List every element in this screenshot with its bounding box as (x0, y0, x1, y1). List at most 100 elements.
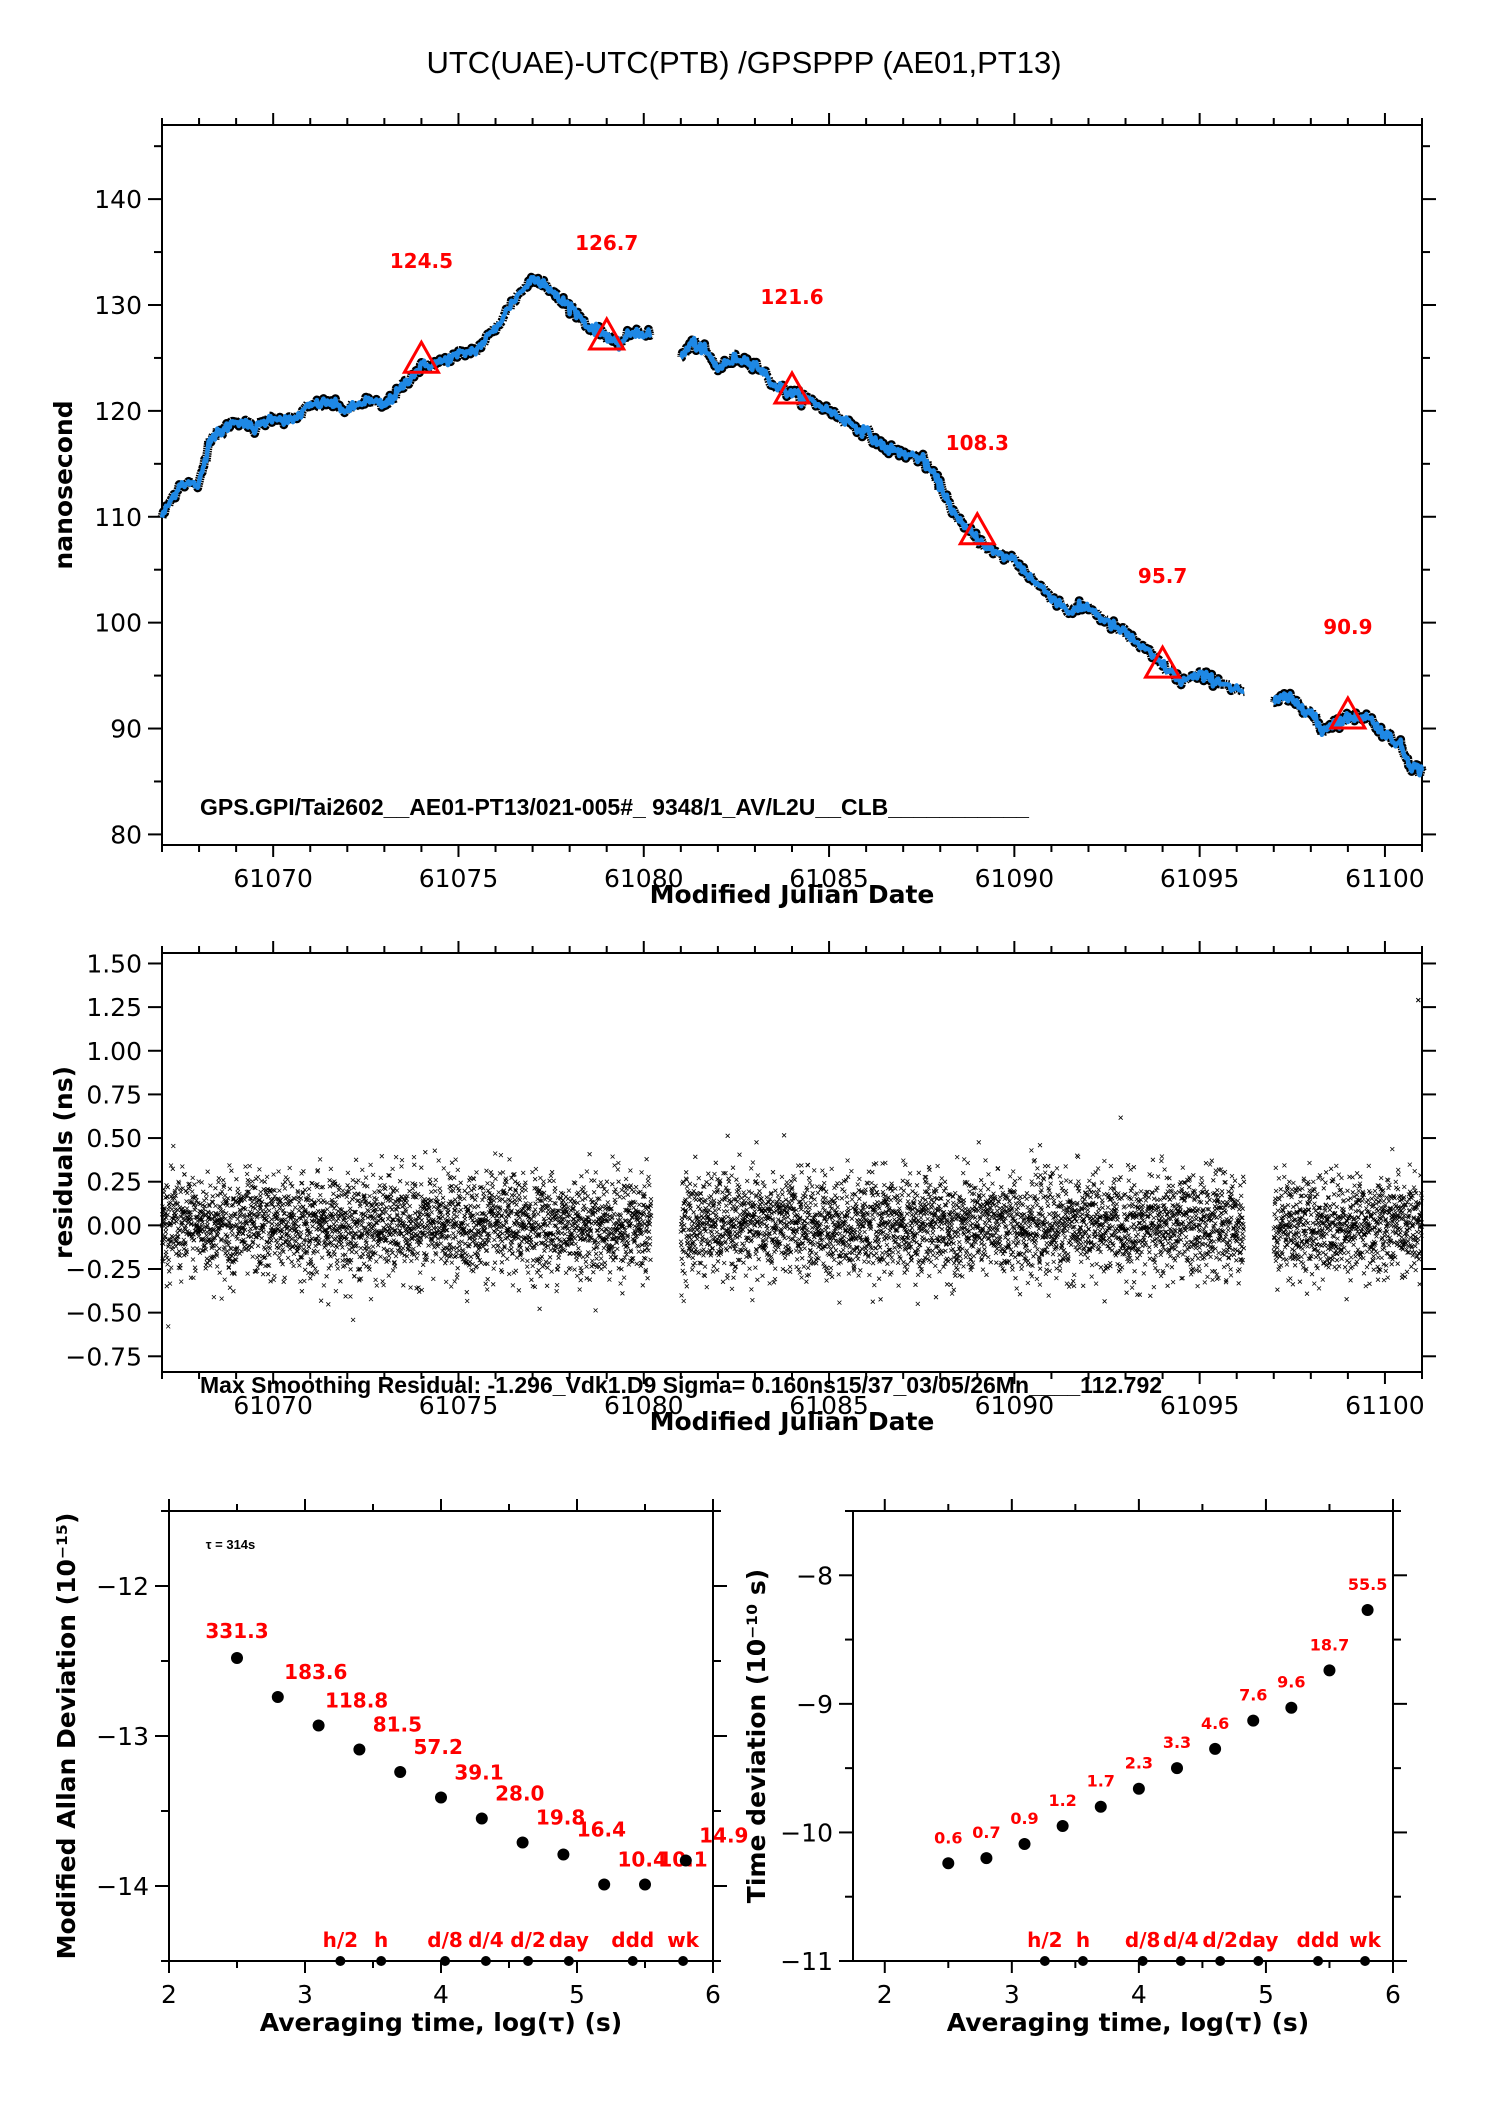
residual-point (333, 1288, 339, 1294)
residual-point (791, 1173, 796, 1179)
residual-point (765, 1226, 770, 1232)
residual-point (607, 1277, 612, 1282)
residual-point (468, 1254, 474, 1260)
residual-point (506, 1271, 512, 1277)
residual-point (882, 1233, 888, 1239)
residual-point (202, 1203, 208, 1209)
residual-point (596, 1183, 601, 1189)
residual-point (598, 1251, 604, 1256)
residual-point (209, 1244, 215, 1249)
residual-point (280, 1261, 285, 1267)
residual-point (741, 1190, 746, 1195)
residual-point (253, 1185, 258, 1191)
residual-point (339, 1192, 344, 1198)
residual-point (327, 1184, 333, 1189)
residual-point (244, 1171, 250, 1177)
residual-point (799, 1163, 804, 1168)
residual-point (443, 1279, 449, 1285)
residual-point (166, 1242, 171, 1247)
residual-point (300, 1191, 305, 1196)
residual-point (163, 1211, 168, 1216)
triangle-marker (772, 369, 812, 405)
residual-point (315, 1182, 320, 1187)
residual-point (296, 1208, 302, 1213)
residual-point (220, 1217, 225, 1222)
y-tick-label: 0.25 (86, 1168, 142, 1197)
residual-point (268, 1189, 273, 1195)
residual-point (644, 1156, 649, 1162)
residual-point (189, 1221, 194, 1226)
residual-point (707, 1182, 712, 1187)
residual-point (483, 1281, 488, 1287)
residual-point (872, 1282, 877, 1288)
residual-point (621, 1195, 626, 1200)
residual-point (313, 1243, 318, 1249)
residual-point (437, 1186, 443, 1191)
residual-point (342, 1210, 348, 1216)
residual-point (215, 1233, 220, 1238)
residual-point (492, 1237, 497, 1243)
residual-point (610, 1154, 615, 1159)
residual-point (967, 1252, 973, 1258)
residual-point (803, 1201, 808, 1206)
residual-point (251, 1219, 257, 1225)
residual-point (196, 1179, 201, 1184)
residual-point (307, 1232, 312, 1237)
residual-point (205, 1223, 210, 1228)
residual-point (782, 1255, 788, 1261)
residual-point (955, 1267, 960, 1272)
residual-point (604, 1189, 610, 1194)
residual-point (773, 1188, 778, 1193)
residual-point (250, 1179, 255, 1184)
residual-point (232, 1271, 237, 1277)
residual-point (295, 1245, 301, 1251)
residual-point (358, 1245, 364, 1251)
residual-point (378, 1175, 384, 1181)
residual-point (259, 1228, 264, 1233)
residual-point (287, 1202, 292, 1207)
residual-point (448, 1176, 453, 1181)
residual-point (434, 1195, 439, 1200)
residual-point (542, 1248, 547, 1254)
residual-point (516, 1192, 522, 1198)
residual-point (822, 1172, 828, 1178)
residual-point (287, 1239, 292, 1244)
residual-point (951, 1260, 957, 1266)
residual-point (164, 1215, 169, 1221)
y-tick-label: 110 (94, 503, 142, 532)
residual-point (772, 1179, 777, 1184)
residual-point (755, 1173, 761, 1178)
residual-point (334, 1261, 340, 1267)
residual-point (227, 1163, 232, 1168)
residual-point (433, 1177, 439, 1183)
residual-point (634, 1261, 640, 1267)
residual-point (490, 1184, 495, 1190)
residual-point (407, 1203, 413, 1209)
residual-point (802, 1191, 808, 1196)
y-tick-label: 1.25 (86, 993, 142, 1022)
residual-point (636, 1249, 642, 1254)
residual-point (684, 1284, 690, 1289)
residual-point (845, 1158, 850, 1163)
residual-point (714, 1229, 720, 1235)
residual-point (714, 1267, 720, 1273)
residual-point (210, 1199, 216, 1205)
residual-point (681, 1222, 687, 1228)
residual-point (721, 1170, 726, 1176)
residual-point (964, 1248, 970, 1253)
residual-point (344, 1236, 349, 1242)
residual-point (226, 1239, 232, 1245)
residual-point (862, 1259, 867, 1264)
residual-point (593, 1170, 599, 1175)
residual-point (850, 1257, 856, 1263)
residual-point (520, 1170, 526, 1176)
residual-point (909, 1225, 915, 1231)
residual-point (605, 1200, 611, 1205)
residual-point (196, 1247, 201, 1253)
residual-point (289, 1259, 294, 1265)
residual-point (626, 1262, 632, 1267)
residual-point (452, 1197, 458, 1202)
residual-point (220, 1208, 226, 1214)
residual-point (259, 1235, 264, 1241)
residual-point (689, 1219, 695, 1224)
